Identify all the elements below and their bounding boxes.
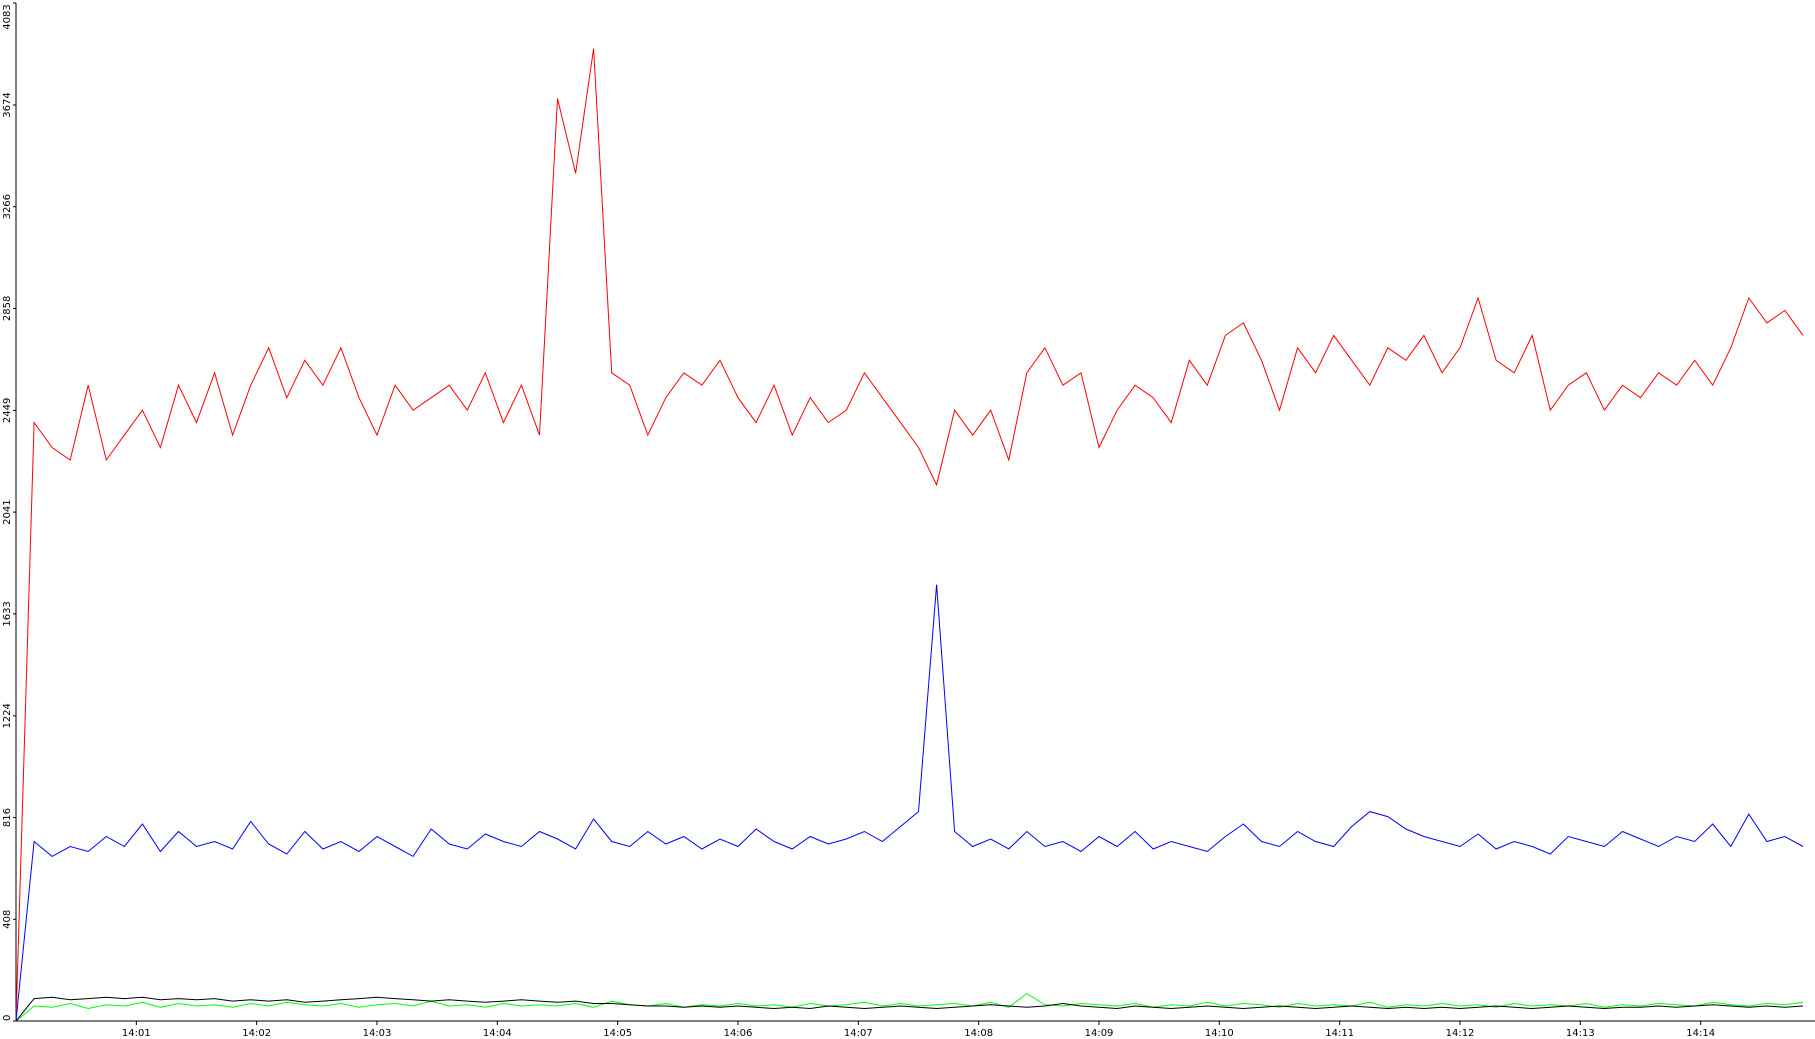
x-tick-label: 14:13 <box>1566 1028 1595 1039</box>
x-tick-label: 14:08 <box>964 1028 993 1039</box>
x-tick-label: 14:01 <box>122 1028 151 1039</box>
series-line <box>15 584 1804 1022</box>
x-tick-label: 14:02 <box>242 1028 271 1039</box>
x-tick-label: 14:06 <box>724 1028 753 1039</box>
x-tick-label: 14:03 <box>363 1028 392 1039</box>
x-tick-label: 14:11 <box>1325 1028 1354 1039</box>
y-tick-label: 2858 <box>2 296 13 321</box>
x-tick-label: 14:14 <box>1686 1028 1715 1039</box>
x-tick-label: 14:05 <box>603 1028 632 1039</box>
y-tick-label: 3674 <box>2 92 13 117</box>
y-tick-label: 408 <box>2 910 13 929</box>
y-tick-label: 2041 <box>2 499 13 524</box>
x-tick-label: 14:12 <box>1446 1028 1475 1039</box>
y-tick-label: 1633 <box>2 601 13 626</box>
y-tick-label: 4083 <box>2 4 13 29</box>
series-line <box>15 996 1804 1022</box>
x-tick-label: 14:07 <box>844 1028 873 1039</box>
series-line <box>15 48 1804 1022</box>
y-tick-label: 1224 <box>2 703 13 728</box>
y-tick-label: 0 <box>2 1015 13 1021</box>
x-tick-label: 14:09 <box>1085 1028 1114 1039</box>
x-tick-label: 14:04 <box>483 1028 512 1039</box>
y-tick-label: 816 <box>2 808 13 827</box>
y-tick-label: 2449 <box>2 398 13 423</box>
y-tick-label: 3266 <box>2 194 13 219</box>
x-tick-label: 14:10 <box>1205 1028 1234 1039</box>
series-line <box>15 992 1804 1022</box>
